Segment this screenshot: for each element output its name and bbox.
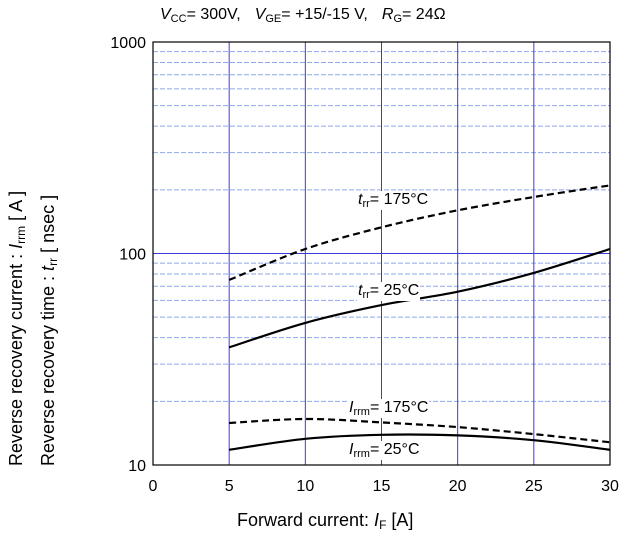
- tick-labels: 0 5 10 15 20 25 30 10 100 1000: [110, 35, 619, 495]
- vcc-value: = 300V,: [186, 6, 241, 23]
- series-label-irrm-25: Irrm= 25°C: [348, 441, 421, 460]
- y-tick-label: 100: [119, 247, 146, 264]
- series-label-irrm-175: Irrm= 175°C: [348, 399, 430, 418]
- series-line-2: [229, 417, 611, 444]
- series-label-trr-175: trr= 175°C: [357, 191, 430, 210]
- y-tick-label: 1000: [110, 35, 146, 52]
- y-tick-label: 10: [128, 458, 146, 475]
- plot-border: [152, 41, 611, 466]
- y-axis-label-time: Reverse recovery time : trr [ nsec ]: [38, 194, 60, 466]
- series-line-0: [228, 184, 611, 281]
- vcc-subscript: CC: [170, 13, 187, 25]
- vge-value: = +15/-15 V,: [281, 6, 368, 23]
- x-tick-label: 5: [225, 478, 234, 495]
- x-tick-label: 20: [449, 478, 467, 495]
- vge-subscript: GE: [265, 13, 282, 25]
- x-tick-label: 10: [296, 478, 314, 495]
- x-tick-label: 15: [373, 478, 391, 495]
- x-tick-label: 0: [149, 478, 158, 495]
- series-label-trr-25: trr= 25°C: [357, 282, 421, 301]
- test-conditions: VCC= 300V, VGE= +15/-15 V, RG= 24Ω: [160, 6, 630, 25]
- plot-frame: [152, 41, 611, 466]
- rg-value: = 24Ω: [402, 6, 446, 23]
- vge-symbol: V: [254, 6, 266, 23]
- x-axis-label: Forward current: IF [A]: [237, 510, 414, 532]
- y-axis-label-current: Reverse recovery current : Irrm [ A ]: [6, 190, 28, 466]
- rg-subscript: G: [393, 13, 402, 25]
- x-tick-label: 25: [525, 478, 543, 495]
- x-tick-label: 30: [601, 478, 619, 495]
- series-line-3: [229, 433, 611, 451]
- rg-symbol: R: [381, 6, 394, 23]
- vcc-symbol: V: [160, 6, 171, 23]
